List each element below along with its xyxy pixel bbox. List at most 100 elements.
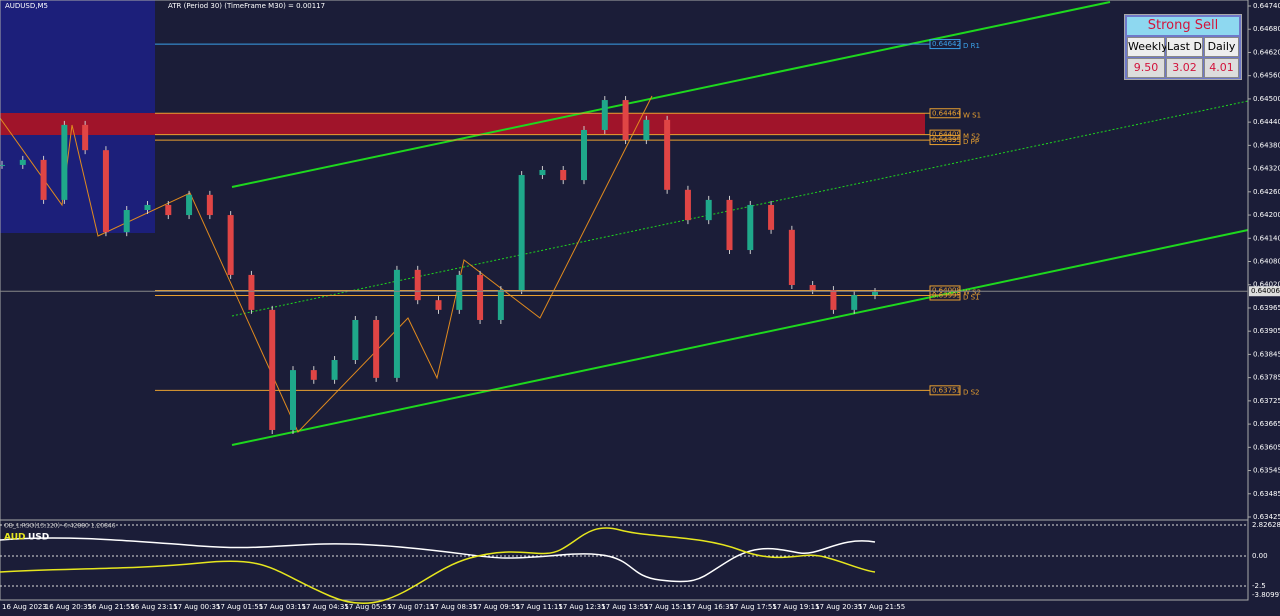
candle xyxy=(622,100,629,141)
candle xyxy=(477,274,484,320)
candle xyxy=(269,309,276,430)
price-label: 0.63425 xyxy=(1253,513,1280,521)
ind-label: -2.5 xyxy=(1252,582,1266,590)
level-price: 0.63995 xyxy=(932,292,961,300)
channel xyxy=(231,229,1249,446)
price-label: 0.64140 xyxy=(1253,234,1280,242)
level-price: 0.64464 xyxy=(932,109,961,117)
price-label: 0.64260 xyxy=(1253,188,1280,196)
candle xyxy=(872,292,878,296)
ind-label: 2.82628 xyxy=(1252,521,1280,529)
candle xyxy=(664,119,671,190)
value: 3.02 xyxy=(1166,58,1203,78)
candle xyxy=(581,129,587,181)
signal: Strong Sell xyxy=(1127,17,1239,35)
candle xyxy=(830,290,837,310)
zone xyxy=(0,113,925,135)
candle xyxy=(684,189,691,221)
candle xyxy=(456,274,463,310)
candle xyxy=(186,194,193,216)
time-label: 17 Aug 05:55 xyxy=(344,603,391,611)
current-price: 0.64006 xyxy=(1251,287,1280,295)
candle xyxy=(227,215,234,275)
time-label: 17 Aug 19:15 xyxy=(772,603,819,611)
current-price-box xyxy=(1249,286,1280,297)
level-price: 0.64008 xyxy=(932,286,961,294)
time-label: 17 Aug 12:35 xyxy=(558,603,605,611)
candle xyxy=(539,169,546,176)
price-label: 0.64380 xyxy=(1253,141,1280,149)
atr: ATR (Period 30) (TimeFrame M30) = 0.0011… xyxy=(168,2,325,10)
candle xyxy=(705,199,712,221)
level-tag xyxy=(929,285,961,296)
time-label: 16 Aug 23:15 xyxy=(130,603,177,611)
ind-label: -3.80997 xyxy=(1252,591,1280,599)
zigzag xyxy=(0,95,653,433)
price-label: 0.63965 xyxy=(1253,304,1280,312)
channel xyxy=(231,1,1111,188)
candle xyxy=(373,319,380,378)
level-price: 0.64642 xyxy=(932,40,961,48)
level-price: 0.64409 xyxy=(932,131,961,139)
candle xyxy=(331,360,338,380)
time-label: 17 Aug 09:55 xyxy=(473,603,520,611)
price-label: 0.63485 xyxy=(1253,490,1280,498)
candle xyxy=(19,159,26,165)
candle xyxy=(165,204,172,216)
price-label: 0.64200 xyxy=(1253,211,1280,219)
price-label: 0.64680 xyxy=(1253,25,1280,33)
header: Last D xyxy=(1166,37,1203,57)
level-tag xyxy=(929,385,961,396)
candle xyxy=(82,124,89,151)
time-label: 17 Aug 07:15 xyxy=(387,603,434,611)
level-name: W S1 xyxy=(963,111,981,119)
candle xyxy=(40,159,47,200)
candle xyxy=(393,269,400,378)
candle xyxy=(414,269,421,301)
level-tag xyxy=(929,129,961,140)
level-name: W S2 xyxy=(963,288,981,296)
level-price: 0.63751 xyxy=(932,386,961,394)
price-label: 0.64740 xyxy=(1253,2,1280,10)
price-label: 0.63545 xyxy=(1253,467,1280,475)
time-label: 17 Aug 21:55 xyxy=(858,603,905,611)
level-name: M S2 xyxy=(963,133,980,141)
candle xyxy=(560,169,567,181)
ind-label: 0.00 xyxy=(1252,552,1268,560)
time-label: 16 Aug 2023 xyxy=(2,603,47,611)
level-tag xyxy=(929,108,961,119)
time-label: 17 Aug 13:55 xyxy=(601,603,648,611)
candle xyxy=(518,175,525,291)
currency: AUD xyxy=(4,533,25,543)
time-label: 16 Aug 20:35 xyxy=(45,603,92,611)
candle xyxy=(102,150,109,233)
candle xyxy=(851,295,858,310)
candle xyxy=(497,290,504,320)
time-label: 17 Aug 03:15 xyxy=(259,603,306,611)
price-label: 0.63905 xyxy=(1253,327,1280,335)
level-name: D PP xyxy=(963,138,979,146)
currency: USD xyxy=(28,533,49,543)
candle xyxy=(788,229,795,286)
price-label: 0.64080 xyxy=(1253,258,1280,266)
candle xyxy=(352,319,359,361)
candle xyxy=(206,194,213,216)
price-label: 0.63605 xyxy=(1253,443,1280,451)
level-tag xyxy=(929,135,961,146)
time-label: 17 Aug 15:15 xyxy=(644,603,691,611)
level-price: 0.64395 xyxy=(932,136,961,144)
value: 4.01 xyxy=(1204,58,1239,78)
candle xyxy=(61,124,68,200)
indicator-line xyxy=(0,537,876,583)
candle xyxy=(747,204,754,251)
candle xyxy=(768,204,775,230)
price-label: 0.64620 xyxy=(1253,48,1280,56)
price-label: 0.64560 xyxy=(1253,72,1280,80)
time-label: 17 Aug 16:35 xyxy=(687,603,734,611)
price-label: 0.63725 xyxy=(1253,397,1280,405)
candle xyxy=(435,300,442,310)
header: Weekly xyxy=(1127,37,1168,57)
time-label: 17 Aug 04:35 xyxy=(302,603,349,611)
candle xyxy=(809,285,816,291)
